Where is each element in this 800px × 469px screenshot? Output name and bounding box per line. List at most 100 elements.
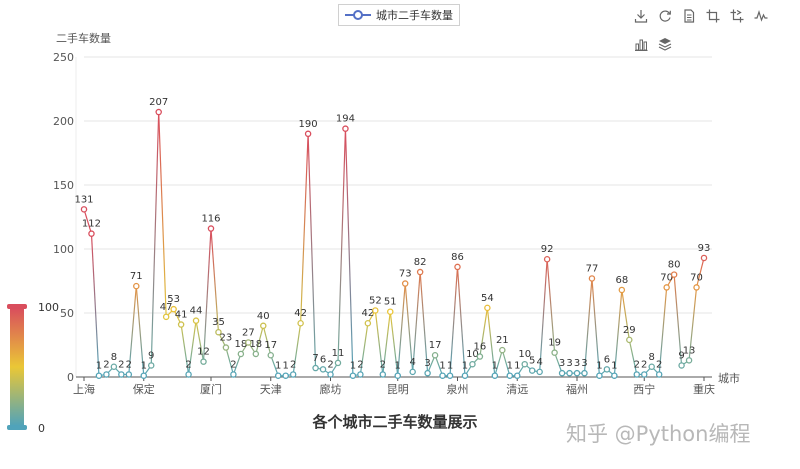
series-segment — [374, 310, 384, 375]
series-segment — [583, 278, 593, 374]
data-point — [162, 313, 170, 321]
series-segment — [673, 274, 683, 366]
data-label: 73 — [399, 269, 412, 280]
data-label: 70 — [660, 272, 673, 283]
data-label: 17 — [429, 340, 442, 351]
legend[interactable]: 城市二手车数量 — [338, 4, 460, 26]
data-label: 92 — [541, 244, 554, 255]
data-label: 93 — [698, 243, 711, 254]
stack-icon[interactable] — [658, 36, 672, 51]
y-tick-label: 250 — [53, 51, 74, 64]
data-label: 3 — [424, 358, 430, 369]
data-label: 2 — [357, 359, 363, 370]
data-label: 7 — [312, 353, 318, 364]
data-zoom-icon[interactable] — [706, 8, 720, 23]
data-label: 47 — [160, 302, 173, 313]
data-label: 51 — [384, 297, 397, 308]
data-label: 21 — [496, 335, 509, 346]
visual-map-handle-top — [7, 304, 27, 309]
data-point — [603, 366, 611, 373]
data-point — [222, 344, 230, 351]
x-tick-label: 清远 — [506, 383, 528, 396]
data-point — [394, 372, 401, 379]
series-segment — [494, 349, 503, 376]
data-point — [424, 369, 431, 377]
data-label: 1 — [596, 361, 602, 372]
data-label: 131 — [74, 194, 93, 205]
data-label: 2 — [185, 359, 191, 370]
visual-map-max-label: 100 — [38, 301, 59, 314]
data-point — [133, 282, 140, 290]
data-label: 6 — [604, 354, 610, 365]
data-point — [648, 363, 655, 371]
series-segment — [180, 324, 190, 375]
data-point — [618, 286, 626, 294]
data-point — [237, 350, 245, 358]
series-segment — [695, 257, 705, 288]
data-point — [633, 371, 641, 378]
data-label: 41 — [175, 310, 188, 321]
data-point — [588, 275, 596, 282]
data-label: 80 — [668, 260, 681, 271]
data-point — [596, 372, 603, 379]
series-segment — [292, 323, 302, 375]
data-label: 2 — [380, 359, 386, 370]
series-segment — [262, 325, 272, 356]
data-point — [499, 346, 506, 354]
data-point — [103, 371, 110, 378]
data-point — [409, 368, 416, 376]
data-label: 1 — [492, 361, 498, 372]
series-segment — [210, 228, 220, 333]
y-axis-title: 二手车数量 — [56, 32, 111, 45]
data-point — [693, 284, 700, 291]
x-axis-title: 城市 — [718, 372, 740, 385]
data-point — [147, 362, 155, 369]
data-label: 2 — [290, 359, 296, 370]
data-label: 5 — [529, 356, 535, 367]
restore-icon[interactable] — [658, 8, 672, 22]
series-segment — [300, 133, 309, 324]
data-point — [192, 317, 200, 324]
data-label: 3 — [574, 358, 580, 369]
series-segment — [449, 266, 459, 376]
data-point — [640, 371, 648, 378]
data-label: 1 — [514, 361, 520, 372]
data-point — [506, 372, 514, 379]
data-label: 9 — [678, 350, 684, 361]
bar-chart-icon[interactable] — [634, 36, 648, 52]
data-view-icon[interactable] — [682, 8, 696, 23]
data-label: 16 — [474, 342, 487, 353]
data-label: 2 — [230, 359, 236, 370]
series-segment — [591, 278, 601, 376]
data-label: 116 — [201, 214, 220, 225]
y-tick-label: 100 — [53, 243, 74, 256]
data-point — [282, 372, 289, 379]
data-label: 86 — [451, 252, 464, 263]
visual-map-min-label: 0 — [38, 422, 45, 435]
data-label: 42 — [361, 308, 374, 319]
series-segment — [613, 289, 623, 376]
data-zoom-back-icon[interactable] — [730, 8, 744, 23]
x-tick-label: 保定 — [133, 382, 155, 396]
line-chart-icon[interactable] — [754, 8, 768, 22]
data-label: 42 — [294, 308, 307, 319]
data-label: 53 — [167, 294, 180, 305]
x-tick-label: 昆明 — [387, 383, 409, 396]
data-point — [514, 372, 521, 379]
series-segment — [195, 320, 205, 362]
data-label: 27 — [242, 327, 255, 338]
x-tick-label: 泉州 — [446, 382, 468, 396]
data-label: 18 — [249, 339, 262, 350]
data-label: 23 — [220, 333, 233, 344]
series-segment — [539, 259, 548, 372]
data-label: 8 — [111, 352, 117, 363]
series-segment — [158, 112, 167, 317]
x-tick-label: 福州 — [566, 382, 588, 396]
data-label: 40 — [257, 311, 270, 322]
data-point — [446, 372, 454, 379]
data-label: 2 — [126, 359, 132, 370]
data-point — [207, 225, 215, 232]
data-label: 2 — [118, 359, 124, 370]
y-tick-label: 200 — [53, 115, 74, 128]
save-as-image-icon[interactable] — [634, 8, 648, 23]
